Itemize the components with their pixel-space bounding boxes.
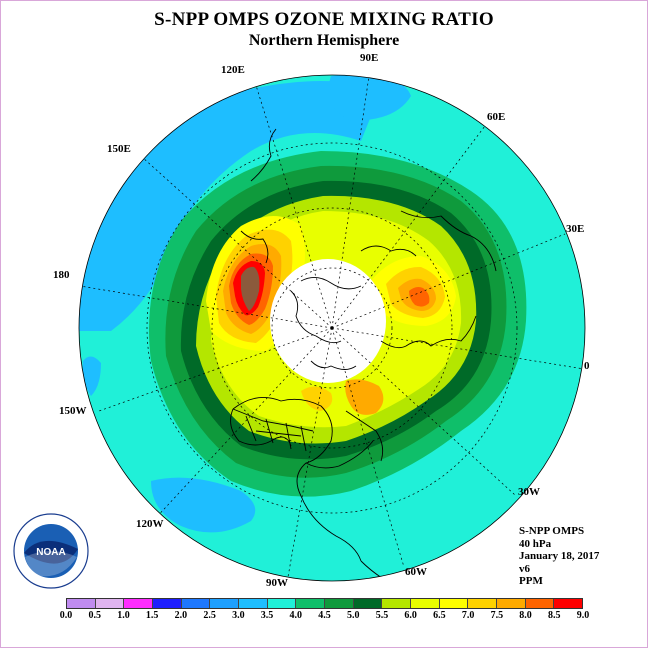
colorbar-tick-label: 1.5 bbox=[145, 610, 159, 621]
colorbar-tick-label: 0.0 bbox=[59, 610, 73, 621]
colorbar-swatch bbox=[497, 599, 526, 608]
contour-band-3.0-west bbox=[82, 356, 101, 396]
graticule bbox=[79, 75, 585, 578]
map-boundary bbox=[78, 74, 586, 582]
colorbar-tick-label: 8.0 bbox=[519, 610, 532, 621]
lon-label-180: 180 bbox=[53, 269, 70, 281]
lon-label-120e: 120E bbox=[221, 64, 245, 76]
noaa-logo: NOAA bbox=[13, 513, 89, 589]
colorbar-tick-label: 8.5 bbox=[548, 610, 561, 621]
map-subtitle: Northern Hemisphere bbox=[248, 32, 400, 49]
lon-label-90e: 90E bbox=[360, 52, 379, 64]
date-label: January 18, 2017 bbox=[519, 550, 600, 562]
lon-label-150e: 150E bbox=[107, 143, 131, 155]
contour-band-8.0-right bbox=[409, 287, 430, 307]
lon-label-0: 0 bbox=[584, 360, 590, 372]
colorbar-swatch bbox=[124, 599, 154, 608]
colorbar-tick-label: 0.5 bbox=[88, 610, 101, 621]
colorbar-swatch bbox=[210, 599, 240, 608]
colorbar-swatch bbox=[411, 599, 440, 608]
colorbar-swatch bbox=[296, 599, 326, 608]
colorbar-tick-label: 2.5 bbox=[203, 610, 216, 621]
colorbar-tick-label: 3.0 bbox=[232, 610, 245, 621]
colorbar-swatch bbox=[181, 599, 211, 608]
contour-band-9.0-left bbox=[241, 266, 260, 311]
colorbar-swatch bbox=[439, 599, 469, 608]
map-title: S-NPP OMPS OZONE MIXING RATIO bbox=[154, 9, 494, 30]
colorbar-tick-label: 2.0 bbox=[174, 610, 188, 621]
lon-label-90w: 90W bbox=[266, 577, 288, 589]
contour-band-7.5-south bbox=[345, 379, 384, 415]
colorbar-swatch bbox=[325, 599, 354, 608]
colorbar-swatch bbox=[239, 599, 268, 608]
noaa-logo-text: NOAA bbox=[36, 547, 65, 558]
colorbar-tick-label: 9.0 bbox=[576, 610, 590, 621]
contour-band-3.0-pacific bbox=[151, 477, 256, 533]
colorbar-tick-label: 4.0 bbox=[289, 610, 303, 621]
version-label: v6 bbox=[519, 562, 530, 575]
colorbar-swatch bbox=[95, 599, 125, 608]
product-info: S-NPP OMPS 40 hPa January 18, 2017 v6 PP… bbox=[519, 525, 599, 588]
lon-label-60w: 60W bbox=[405, 566, 427, 578]
colorbar-swatch bbox=[525, 599, 555, 608]
colorbar bbox=[66, 598, 583, 609]
pressure-level-label: 40 hPa bbox=[519, 537, 552, 550]
lon-label-30w: 30W bbox=[518, 486, 540, 498]
colorbar-tick-label: 1.0 bbox=[117, 610, 130, 621]
colorbar-swatch bbox=[353, 599, 383, 608]
colorbar-swatch bbox=[67, 599, 96, 608]
coastlines bbox=[230, 128, 497, 581]
contour-band-7.0-south bbox=[301, 386, 333, 411]
colorbar-tick-label: 6.0 bbox=[404, 610, 417, 621]
lon-label-60e: 60E bbox=[487, 111, 506, 123]
lon-label-30e: 30E bbox=[566, 223, 585, 235]
instrument-label: S-NPP OMPS bbox=[519, 525, 585, 537]
lon-label-120w: 120W bbox=[136, 518, 164, 530]
colorbar-tick-label: 7.0 bbox=[461, 610, 475, 621]
colorbar-tick-label: 4.5 bbox=[318, 610, 331, 621]
colorbar-tick-label: 5.5 bbox=[375, 610, 389, 621]
contour-band-3.0-top bbox=[328, 75, 411, 121]
units-label: PPM bbox=[519, 575, 543, 587]
colorbar-swatch bbox=[554, 599, 583, 608]
colorbar-swatch bbox=[468, 599, 498, 608]
colorbar-swatch bbox=[153, 599, 182, 608]
colorbar-tick-label: 7.5 bbox=[490, 610, 504, 621]
lon-label-150w: 150W bbox=[59, 405, 87, 417]
colorbar-tick-label: 5.0 bbox=[346, 610, 360, 621]
colorbar-swatch bbox=[267, 599, 297, 608]
polar-night-no-data bbox=[270, 259, 386, 383]
colorbar-tick-label: 6.5 bbox=[433, 610, 446, 621]
colorbar-swatch bbox=[382, 599, 412, 608]
colorbar-tick-label: 3.5 bbox=[260, 610, 274, 621]
